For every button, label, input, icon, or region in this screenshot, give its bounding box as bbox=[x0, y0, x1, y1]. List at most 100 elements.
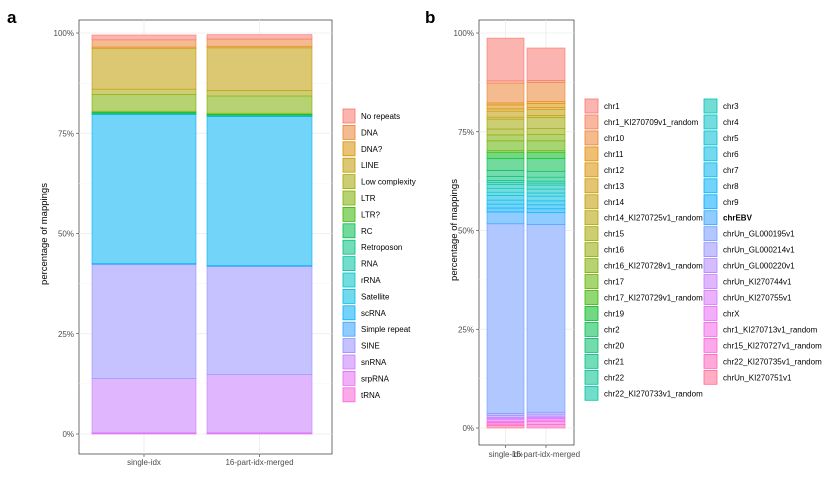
bar-segment bbox=[486, 110, 525, 118]
bar-segment bbox=[91, 114, 197, 264]
legend-swatch bbox=[342, 288, 356, 304]
legend-label: RNA bbox=[361, 260, 379, 269]
bar-segment bbox=[486, 82, 525, 104]
panel-letter-a: a bbox=[7, 8, 17, 27]
legend-swatch bbox=[584, 306, 599, 321]
legend-label: chr17_KI270729v1_random bbox=[604, 294, 703, 303]
legend-label: chr7 bbox=[723, 166, 739, 175]
legend-label: chr13 bbox=[604, 182, 625, 191]
legend-swatch bbox=[342, 206, 356, 222]
legend-swatch bbox=[703, 130, 718, 146]
legend-swatch bbox=[584, 98, 599, 114]
legend-label: chr17 bbox=[604, 278, 625, 287]
legend-label: LTR? bbox=[361, 210, 381, 219]
legend-swatch bbox=[342, 141, 356, 157]
bar-segment bbox=[91, 39, 197, 48]
legend-swatch bbox=[584, 290, 599, 305]
legend-label: chrUn_GL000214v1 bbox=[723, 246, 795, 255]
panel-b-y-axis: 0% 25% 50% 75% 100% bbox=[454, 29, 479, 433]
legend-swatch bbox=[342, 190, 356, 206]
legend-label: chrUn_GL000195v1 bbox=[723, 230, 795, 239]
legend-label: No repeats bbox=[361, 112, 400, 121]
x-tick-label: 16-part-idx-merged bbox=[512, 450, 580, 459]
bar-segment bbox=[91, 88, 197, 95]
legend-swatch bbox=[584, 322, 599, 337]
panel-a-y-axis: 0% 25% 50% 75% 100% bbox=[54, 29, 79, 439]
bar-segment bbox=[526, 176, 566, 182]
bar-segment bbox=[486, 199, 525, 205]
bar-segment bbox=[526, 47, 566, 81]
bar-segment bbox=[486, 191, 525, 196]
bar-segment bbox=[486, 118, 525, 130]
legend-swatch bbox=[703, 337, 718, 353]
bar-segment bbox=[526, 195, 566, 202]
legend-label: chr1_KI270709v1_random bbox=[604, 118, 699, 127]
legend-label: Low complexity bbox=[361, 178, 416, 187]
legend-label: chr4 bbox=[723, 118, 739, 127]
legend-swatch bbox=[342, 272, 356, 288]
legend-label: rRNA bbox=[361, 276, 381, 285]
legend-swatch bbox=[703, 114, 718, 130]
y-tick-label: 25% bbox=[58, 330, 74, 339]
legend-label: chr5 bbox=[723, 134, 739, 143]
legend-label: chr2 bbox=[604, 325, 620, 334]
y-tick-label: 25% bbox=[458, 325, 474, 334]
legend-swatch bbox=[703, 322, 718, 337]
legend-label: Satellite bbox=[361, 292, 390, 301]
bar-segment bbox=[526, 192, 566, 197]
bar-segment bbox=[206, 38, 313, 47]
legend-label: chr21 bbox=[604, 357, 625, 366]
panel-a-ylabel: percentage of mappings bbox=[39, 183, 50, 285]
legend-swatch bbox=[584, 210, 599, 226]
legend-label: chrEBV bbox=[723, 214, 753, 223]
legend-swatch bbox=[584, 337, 599, 353]
bar-segment bbox=[526, 170, 566, 178]
bar-segment bbox=[526, 424, 566, 429]
bar-segment bbox=[526, 140, 566, 152]
bar-segment bbox=[486, 195, 525, 201]
legend-swatch bbox=[584, 130, 599, 146]
bar-segment bbox=[526, 188, 566, 194]
legend-swatch bbox=[584, 258, 599, 274]
legend-swatch bbox=[703, 258, 718, 274]
x-tick-label: single-idx bbox=[489, 450, 523, 459]
bar-segment bbox=[486, 187, 525, 193]
y-tick-label: 100% bbox=[54, 29, 74, 38]
legend-swatch bbox=[342, 174, 356, 190]
legend-label: chr19 bbox=[604, 309, 625, 318]
y-tick-label: 50% bbox=[58, 230, 74, 239]
legend-swatch bbox=[703, 178, 718, 194]
legend-label: chr12 bbox=[604, 166, 625, 175]
bar-segment bbox=[486, 170, 525, 177]
x-tick-label: single-idx bbox=[127, 458, 161, 467]
bar-segment bbox=[91, 47, 197, 90]
legend-swatch bbox=[342, 387, 356, 403]
legend-swatch bbox=[703, 353, 718, 369]
legend-label: chr6 bbox=[723, 150, 739, 159]
bar-segment bbox=[526, 106, 566, 110]
bar-segment bbox=[526, 109, 566, 116]
bar-segment bbox=[486, 128, 525, 136]
legend-label: chr22 bbox=[604, 373, 625, 382]
legend-label: Retroposon bbox=[361, 243, 402, 252]
y-tick-label: 75% bbox=[458, 128, 474, 137]
legend-swatch bbox=[342, 157, 356, 173]
legend-swatch bbox=[584, 146, 599, 162]
legend-label: DNA? bbox=[361, 145, 383, 154]
legend-label: chrUn_KI270751v1 bbox=[723, 373, 792, 382]
bar-segment bbox=[206, 90, 313, 97]
legend-swatch bbox=[342, 321, 356, 337]
y-tick-label: 100% bbox=[454, 29, 474, 38]
bar-segment bbox=[526, 420, 566, 425]
legend-swatch bbox=[584, 353, 599, 369]
bar-segment bbox=[526, 158, 566, 172]
legend-swatch bbox=[584, 385, 599, 401]
legend-label: chr22_KI270733v1_random bbox=[604, 389, 703, 398]
legend-label: RC bbox=[361, 227, 373, 236]
legend-swatch bbox=[703, 146, 718, 162]
bar-segment bbox=[526, 82, 566, 102]
legend-swatch bbox=[342, 256, 356, 272]
legend-label: chr14 bbox=[604, 198, 625, 207]
bar-segment bbox=[486, 80, 525, 84]
legend-swatch bbox=[703, 274, 718, 289]
